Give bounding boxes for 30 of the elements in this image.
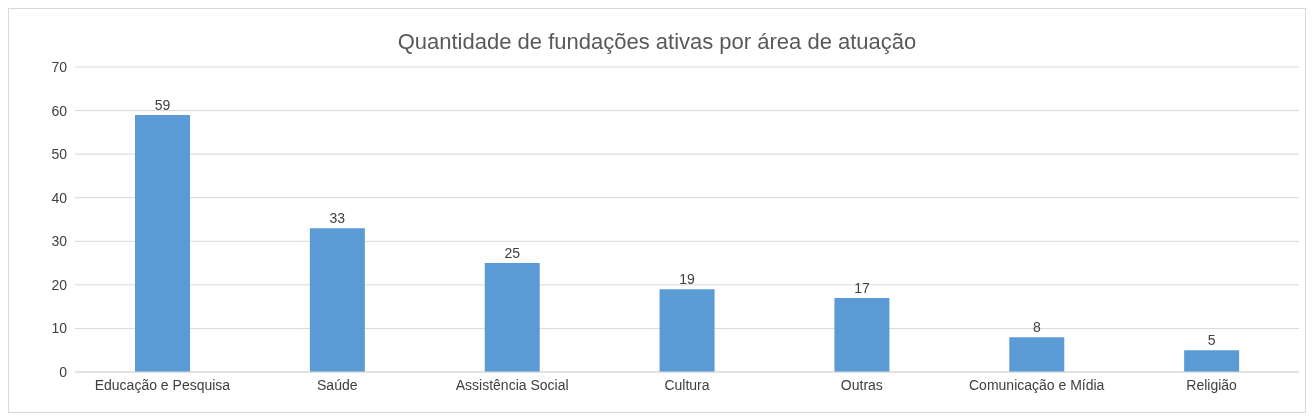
bar: [309, 228, 365, 372]
bar: [659, 289, 715, 372]
data-label: 33: [329, 210, 346, 227]
data-label: 59: [154, 96, 171, 113]
bar: [1009, 337, 1065, 372]
data-label: 8: [1032, 319, 1041, 336]
chart-title: Quantidade de fundações ativas por área de atuação: [396, 29, 918, 55]
bar: [834, 297, 890, 372]
x-tick-label: Comunicação e Mídia: [969, 376, 1105, 393]
data-label: 25: [504, 245, 521, 262]
data-label: 17: [854, 279, 870, 296]
y-tick-label: 60: [51, 102, 68, 119]
y-tick-label: 70: [51, 58, 68, 75]
y-tick-label: 30: [51, 233, 68, 250]
data-label: 19: [679, 271, 696, 288]
y-tick-label: 20: [51, 276, 68, 293]
x-tick-label: Cultura: [664, 376, 710, 393]
bar: [1184, 350, 1240, 372]
y-tick-label: 0: [59, 363, 68, 380]
x-tick-label: Saúde: [317, 376, 358, 393]
y-tick-label: 50: [51, 146, 68, 163]
y-tick-label: 40: [51, 189, 68, 206]
bar: [484, 263, 540, 372]
x-tick-label: Assistência Social: [455, 376, 569, 393]
x-tick-label: Outras: [840, 376, 883, 393]
data-label: 5: [1207, 332, 1216, 349]
x-tick-label: Educação e Pesquisa: [94, 376, 231, 393]
x-tick-label: Religião: [1186, 376, 1238, 393]
bar: [135, 114, 190, 372]
y-tick-label: 10: [51, 320, 68, 337]
